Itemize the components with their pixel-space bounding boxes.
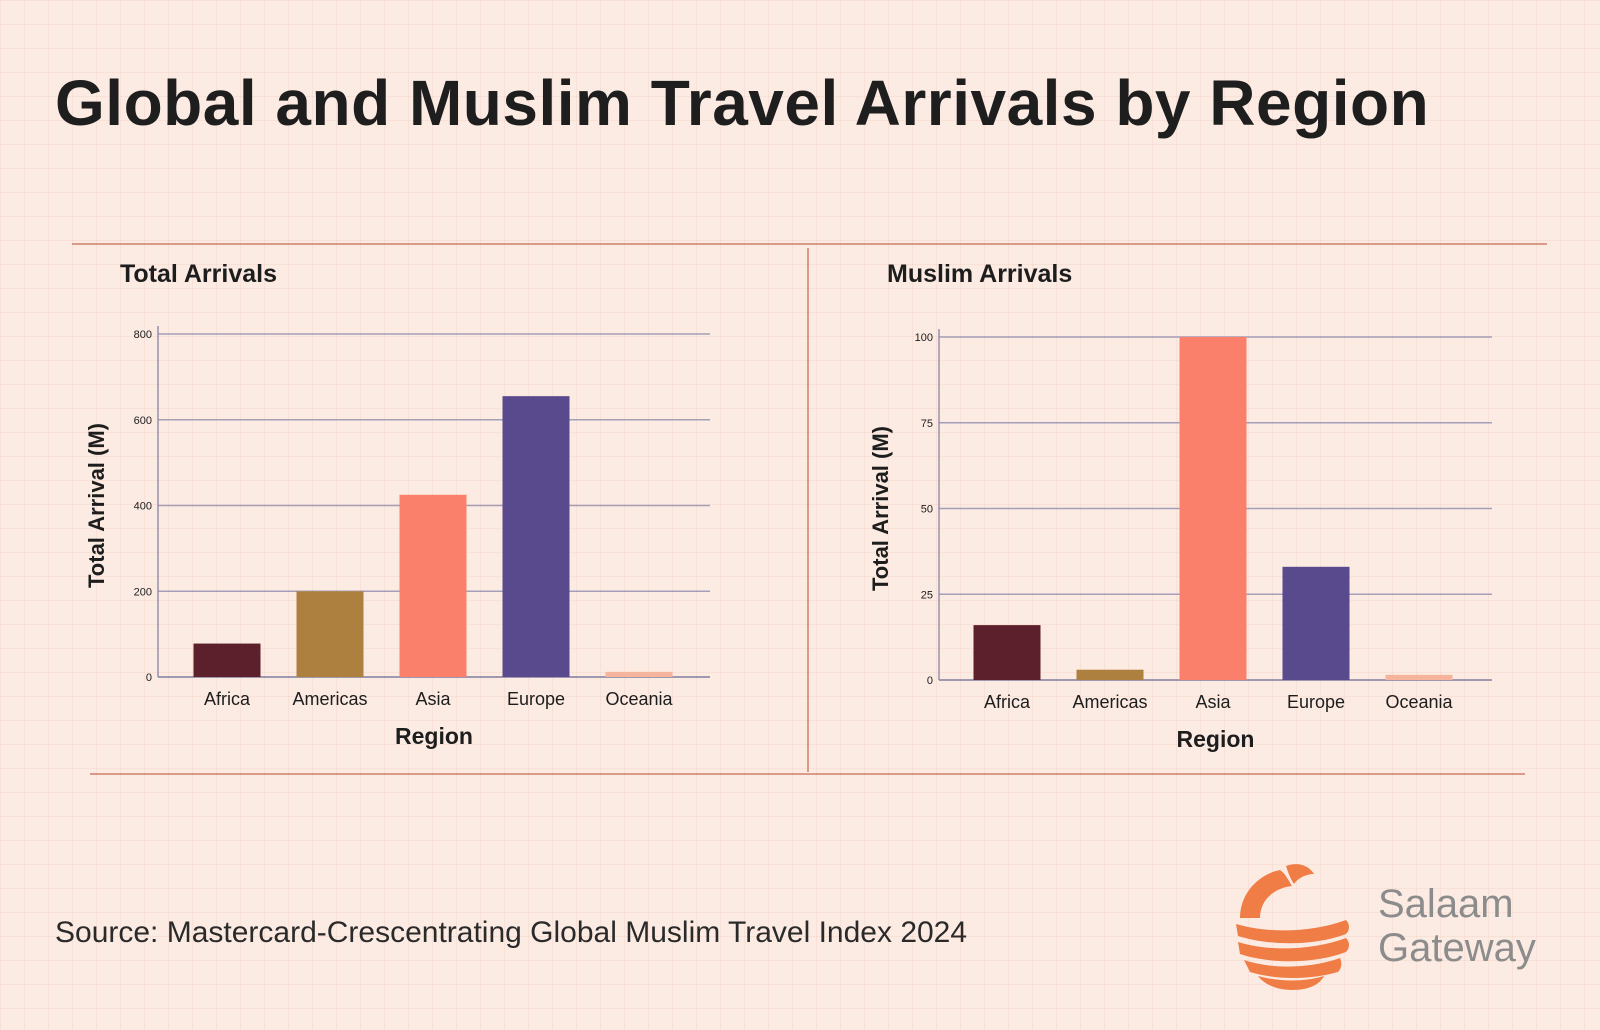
muslim-arrivals-x-tick-label: Oceania <box>1385 692 1453 712</box>
muslim-arrivals-bar-oceania <box>1385 674 1453 680</box>
total-arrivals-bar-oceania <box>605 671 673 677</box>
salaam-gateway-wordmark: Salaam Gateway <box>1378 882 1536 970</box>
total-arrivals-chart: Total Arrivals 0 200 400 600 800 Africa America… <box>84 260 710 749</box>
total-arrivals-y-tick-label: 400 <box>134 501 152 513</box>
muslim-arrivals-y-tick-label: 50 <box>921 504 933 516</box>
center-divider-line <box>807 248 809 772</box>
muslim-arrivals-chart: Muslim Arrivals 0 25 50 75 100 Africa Americas A… <box>868 260 1492 752</box>
source-note: Source: Mastercard-Crescentrating Global… <box>55 916 968 949</box>
logo-line-gateway: Gateway <box>1378 926 1536 970</box>
top-divider-line <box>72 243 1547 245</box>
muslim-arrivals-bar-asia <box>1179 337 1247 680</box>
muslim-arrivals-y-axis-title: Total Arrival (M) <box>868 426 893 591</box>
total-arrivals-bar-asia <box>399 494 467 677</box>
total-arrivals-y-axis-title: Total Arrival (M) <box>84 423 109 588</box>
muslim-arrivals-x-tick-label: Americas <box>1072 692 1147 712</box>
total-arrivals-x-tick-label: Oceania <box>605 689 673 709</box>
muslim-arrivals-y-tick-label: 100 <box>915 332 933 344</box>
total-arrivals-y-tick-label: 200 <box>134 586 152 598</box>
muslim-arrivals-x-tick-label: Asia <box>1195 692 1231 712</box>
total-arrivals-bar-americas <box>296 591 364 677</box>
total-arrivals-x-tick-label: Africa <box>204 689 251 709</box>
salaam-gateway-logo: Salaam Gateway <box>1230 862 1570 992</box>
total-arrivals-bar-africa <box>193 643 261 677</box>
total-arrivals-x-tick-label: Asia <box>415 689 451 709</box>
muslim-arrivals-x-axis-title: Region <box>1177 726 1255 752</box>
total-arrivals-y-tick-label: 600 <box>134 415 152 427</box>
muslim-arrivals-bar-africa <box>973 625 1041 680</box>
muslim-arrivals-x-tick-label: Africa <box>984 692 1031 712</box>
muslim-arrivals-y-tick-label: 75 <box>921 418 933 430</box>
muslim-arrivals-y-tick-label: 25 <box>921 589 933 601</box>
logo-line-salaam: Salaam <box>1378 882 1514 926</box>
muslim-arrivals-bar-europe <box>1282 566 1350 680</box>
total-arrivals-x-tick-label: Europe <box>507 689 565 709</box>
total-arrivals-bar-europe <box>502 396 570 677</box>
muslim-arrivals-y-tick-label: 0 <box>927 675 933 687</box>
bottom-divider-line <box>90 773 1525 775</box>
total-arrivals-y-tick-label: 0 <box>146 672 152 684</box>
total-arrivals-chart-title: Total Arrivals <box>120 260 277 288</box>
page-title: Global and Muslim Travel Arrivals by Reg… <box>55 67 1430 139</box>
salaam-gateway-logo-icon <box>1236 864 1349 990</box>
total-arrivals-x-tick-label: Americas <box>292 689 367 709</box>
total-arrivals-x-axis-title: Region <box>395 723 473 749</box>
muslim-arrivals-x-tick-label: Europe <box>1287 692 1345 712</box>
muslim-arrivals-bar-americas <box>1076 669 1144 680</box>
total-arrivals-y-tick-label: 800 <box>134 329 152 341</box>
muslim-arrivals-chart-title: Muslim Arrivals <box>887 260 1072 288</box>
